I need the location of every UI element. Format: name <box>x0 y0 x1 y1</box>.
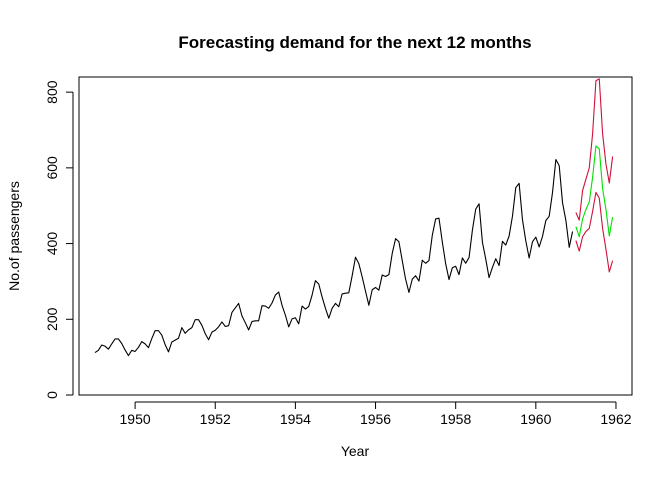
series-line-1 <box>575 145 614 238</box>
x-axis: 1950 1952 1954 1956 1958 1960 1962 <box>120 401 632 427</box>
y-tick-label: 200 <box>44 307 60 331</box>
y-tick-label: 600 <box>44 156 60 180</box>
x-axis-label: Year <box>341 443 370 459</box>
series-line-0 <box>94 158 574 357</box>
x-tick-label: 1954 <box>280 411 311 427</box>
y-tick-label: 400 <box>44 232 60 256</box>
y-axis-label: No.of passengers <box>6 181 22 291</box>
x-tick-label: 1952 <box>200 411 231 427</box>
y-axis: 0 200 400 600 800 <box>44 80 74 399</box>
series-group <box>94 78 614 357</box>
x-tick-label: 1962 <box>600 411 631 427</box>
x-tick-label: 1950 <box>120 411 151 427</box>
x-tick-label: 1958 <box>440 411 471 427</box>
x-tick-label: 1956 <box>360 411 391 427</box>
y-tick-label: 0 <box>44 391 60 399</box>
plot-frame <box>78 76 633 396</box>
chart-title: Forecasting demand for the next 12 month… <box>178 33 531 52</box>
series-line-3 <box>575 78 614 221</box>
y-tick-label: 800 <box>44 80 60 104</box>
x-tick-label: 1960 <box>520 411 551 427</box>
series-line-2 <box>575 191 614 273</box>
